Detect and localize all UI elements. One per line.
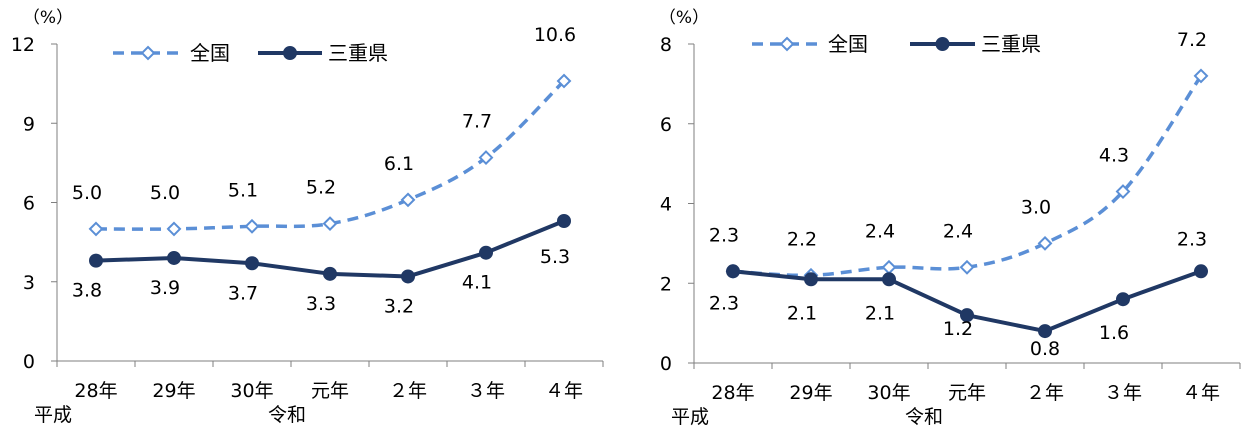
data-label-mie: 4.1 bbox=[462, 272, 492, 294]
data-label-zenkoku: 10.6 bbox=[534, 24, 576, 46]
era-label: 令和 bbox=[905, 406, 943, 428]
data-point-zenkoku bbox=[322, 216, 338, 232]
y-tick-label: 3 bbox=[23, 272, 35, 294]
data-point-mie bbox=[245, 256, 259, 271]
legend-label-zenkoku: 全国 bbox=[828, 32, 868, 56]
data-label-mie: 5.3 bbox=[540, 246, 570, 268]
y-tick-label: 6 bbox=[23, 193, 35, 215]
data-point-zenkoku bbox=[1037, 235, 1053, 251]
data-label-mie: 2.3 bbox=[1177, 228, 1207, 250]
y-tick-label: 0 bbox=[23, 351, 35, 373]
data-label-mie: 3.2 bbox=[384, 295, 414, 317]
x-tick-label: ２年 bbox=[1026, 382, 1064, 404]
data-label-zenkoku: 7.7 bbox=[462, 111, 492, 133]
y-tick-label: 4 bbox=[660, 194, 672, 216]
data-point-zenkoku bbox=[1115, 184, 1131, 199]
data-label-zenkoku: 5.1 bbox=[228, 179, 258, 201]
data-label-mie: 0.8 bbox=[1030, 338, 1060, 360]
data-point-zenkoku bbox=[478, 150, 494, 166]
era-label: 令和 bbox=[268, 404, 306, 426]
data-label-mie: 1.6 bbox=[1099, 322, 1129, 344]
data-label-mie: 1.2 bbox=[943, 318, 973, 340]
legend-marker-mie bbox=[283, 46, 297, 60]
x-tick-label: 29年 bbox=[152, 380, 195, 402]
data-point-mie bbox=[89, 253, 103, 268]
x-tick-label: ４年 bbox=[1182, 382, 1220, 404]
data-point-mie bbox=[882, 272, 896, 287]
legend-marker-mie bbox=[935, 37, 950, 51]
data-point-zenkoku bbox=[244, 218, 260, 234]
data-label-zenkoku: 2.4 bbox=[865, 220, 895, 242]
x-tick-label: 元年 bbox=[311, 380, 349, 402]
x-tick-label: ２年 bbox=[389, 380, 427, 402]
x-tick-label: 29年 bbox=[789, 382, 832, 404]
data-label-zenkoku: 3.0 bbox=[1021, 196, 1051, 218]
y-tick-label: 6 bbox=[660, 114, 672, 136]
x-tick-label: 28年 bbox=[74, 380, 117, 402]
x-tick-label: 28年 bbox=[711, 382, 754, 404]
y-tick-label: 0 bbox=[660, 353, 672, 375]
data-point-mie bbox=[401, 269, 415, 284]
series-line-zenkoku bbox=[95, 79, 566, 231]
data-point-mie bbox=[804, 272, 818, 287]
y-unit-label: （%） bbox=[659, 8, 709, 28]
x-tick-label: 30年 bbox=[230, 380, 273, 402]
era-label: 平成 bbox=[34, 404, 72, 426]
x-tick-label: 元年 bbox=[948, 382, 986, 404]
data-label-zenkoku: 6.1 bbox=[384, 153, 414, 175]
data-point-zenkoku bbox=[166, 221, 182, 237]
y-tick-label: 12 bbox=[11, 34, 35, 56]
data-label-zenkoku: 4.3 bbox=[1099, 145, 1129, 167]
data-label-mie: 2.1 bbox=[865, 302, 895, 324]
x-tick-label: ４年 bbox=[545, 380, 583, 402]
data-point-mie bbox=[557, 213, 571, 228]
data-label-zenkoku: 2.2 bbox=[787, 228, 817, 250]
data-point-zenkoku bbox=[556, 73, 572, 89]
y-tick-label: 9 bbox=[23, 113, 35, 135]
x-tick-label: ３年 bbox=[1104, 382, 1142, 404]
data-label-zenkoku: 5.2 bbox=[306, 177, 336, 199]
legend-label-mie: 三重県 bbox=[981, 32, 1041, 56]
data-label-zenkoku: 5.0 bbox=[150, 182, 180, 204]
data-point-mie bbox=[167, 250, 181, 265]
data-point-mie bbox=[960, 308, 974, 323]
x-tick-label: 30年 bbox=[867, 382, 910, 404]
data-point-mie bbox=[1116, 292, 1130, 307]
data-point-mie bbox=[726, 264, 740, 279]
data-label-mie: 3.7 bbox=[228, 282, 258, 304]
data-point-mie bbox=[323, 266, 337, 281]
legend-label-zenkoku: 全国 bbox=[190, 41, 230, 65]
data-label-zenkoku: 2.3 bbox=[709, 224, 739, 246]
legend-label-mie: 三重県 bbox=[328, 41, 388, 65]
data-point-zenkoku bbox=[959, 259, 975, 275]
data-label-zenkoku: 7.2 bbox=[1177, 29, 1207, 51]
data-label-mie: 2.3 bbox=[709, 292, 739, 314]
data-point-mie bbox=[1194, 264, 1208, 279]
y-tick-label: 8 bbox=[660, 34, 672, 56]
data-point-zenkoku bbox=[881, 259, 897, 275]
data-label-mie: 3.8 bbox=[72, 280, 102, 302]
data-point-mie bbox=[479, 245, 493, 260]
data-point-zenkoku bbox=[88, 221, 104, 237]
data-point-zenkoku bbox=[400, 192, 416, 208]
data-point-mie bbox=[1038, 324, 1052, 339]
data-label-mie: 2.1 bbox=[787, 302, 817, 324]
era-label: 平成 bbox=[671, 406, 709, 428]
data-point-zenkoku bbox=[1193, 68, 1209, 84]
data-label-zenkoku: 5.0 bbox=[72, 182, 102, 204]
x-tick-label: ３年 bbox=[467, 380, 505, 402]
y-unit-label: （%） bbox=[23, 8, 73, 28]
data-label-mie: 3.3 bbox=[306, 293, 336, 315]
data-label-mie: 3.9 bbox=[150, 277, 180, 299]
legend-marker-zenkoku bbox=[779, 36, 795, 52]
legend-marker-zenkoku bbox=[140, 45, 156, 61]
y-tick-label: 2 bbox=[660, 273, 672, 295]
data-label-zenkoku: 2.4 bbox=[943, 220, 973, 242]
